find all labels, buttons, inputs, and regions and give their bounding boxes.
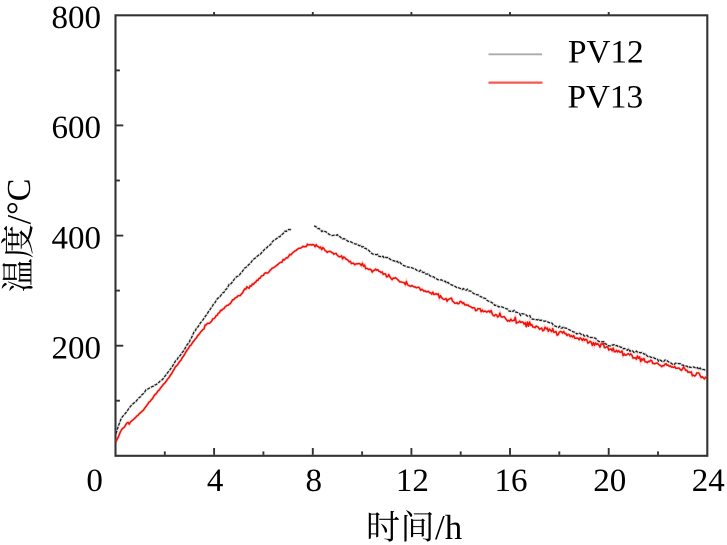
svg-text:/°C: /°C [1,179,38,225]
svg-text:800: 800 [52,0,102,36]
svg-text:PV12: PV12 [568,33,644,70]
svg-text:16: 16 [495,463,528,499]
svg-text:600: 600 [52,110,102,146]
svg-text:/h: /h [435,508,463,545]
svg-text:PV13: PV13 [568,78,644,115]
svg-text:12: 12 [396,463,429,499]
svg-text:0: 0 [86,463,103,499]
svg-text:400: 400 [52,220,102,256]
svg-text:200: 200 [52,330,102,366]
svg-text:4: 4 [207,463,224,499]
svg-text:8: 8 [306,463,323,499]
svg-text:20: 20 [593,463,626,499]
svg-text:24: 24 [692,463,725,499]
